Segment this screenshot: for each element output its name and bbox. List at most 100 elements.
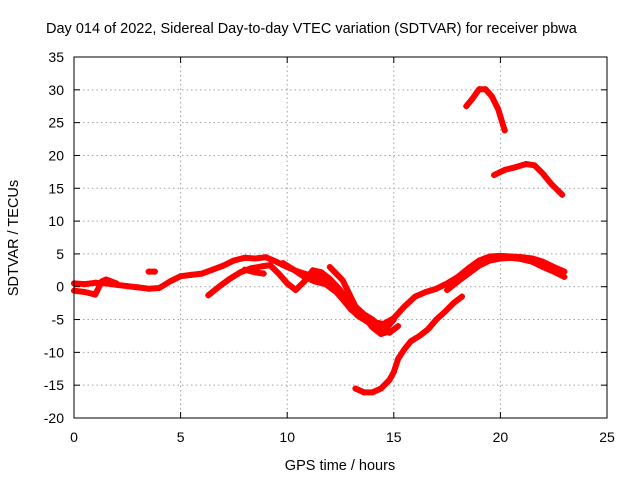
y-tick-label: 20 [48, 147, 64, 163]
data-point [508, 254, 515, 261]
data-point [488, 93, 495, 100]
data-series-9 [463, 86, 508, 134]
data-point [279, 260, 286, 267]
data-point [237, 269, 244, 276]
data-point [369, 324, 376, 331]
data-point [386, 328, 393, 335]
data-point [290, 266, 297, 273]
data-series-layer [71, 86, 568, 396]
data-point [275, 270, 282, 277]
y-tick-label: 10 [48, 213, 64, 229]
series-trace [71, 252, 568, 328]
data-point [386, 376, 393, 383]
data-point [476, 262, 483, 269]
data-point [416, 332, 423, 339]
data-point [501, 127, 508, 134]
y-tick-label: -10 [44, 344, 64, 360]
data-point [495, 106, 502, 113]
data-point [346, 290, 353, 297]
x-tick-label: 15 [386, 429, 402, 445]
data-point [444, 280, 451, 287]
data-point [145, 268, 152, 275]
y-tick-label: -15 [44, 377, 64, 393]
data-point [205, 292, 212, 299]
y-tick-label: 0 [56, 279, 64, 295]
data-point [215, 283, 222, 290]
data-point [92, 279, 99, 286]
data-point [540, 170, 547, 177]
data-point [260, 270, 267, 277]
y-tick-label: -20 [44, 410, 64, 426]
data-point [559, 191, 566, 198]
y-tick-label: 30 [48, 82, 64, 98]
data-series-11 [444, 254, 568, 294]
data-point [98, 278, 105, 285]
data-point [463, 103, 470, 110]
data-point [220, 262, 227, 269]
data-point [258, 263, 265, 270]
data-series-2 [71, 276, 120, 298]
data-point [491, 172, 498, 179]
x-tick-label: 10 [279, 429, 295, 445]
x-tick-label: 5 [177, 429, 185, 445]
data-point [395, 323, 402, 330]
y-tick-label: 35 [48, 49, 64, 65]
data-point [241, 266, 248, 273]
data-point [318, 269, 325, 276]
data-point [550, 268, 557, 275]
axis-tick-labels: 0 5 10 15 20 25 -20 -15 -10 -5 0 5 10 15 20 25 30 35 [44, 49, 615, 445]
data-point [252, 269, 259, 276]
data-series-7 [352, 293, 466, 396]
data-point [145, 285, 152, 292]
data-point [512, 164, 519, 171]
data-point [482, 86, 489, 93]
data-point [465, 270, 472, 277]
data-point [401, 303, 408, 310]
data-point [273, 258, 280, 265]
grid-lines [74, 57, 607, 418]
data-series-10 [491, 160, 566, 198]
data-point [459, 293, 466, 300]
data-series-1 [71, 252, 568, 328]
data-point [522, 160, 529, 167]
x-tick-label: 0 [70, 429, 78, 445]
data-point [518, 256, 525, 263]
data-point [378, 330, 385, 337]
data-point [301, 273, 308, 280]
data-point [267, 262, 274, 269]
data-point [531, 162, 538, 169]
data-point [284, 280, 291, 287]
data-point [433, 316, 440, 323]
x-tick-label: 20 [493, 429, 509, 445]
data-point [81, 288, 88, 295]
data-point [412, 293, 419, 300]
data-point [311, 278, 318, 285]
data-point [561, 273, 568, 280]
data-point [292, 287, 299, 294]
data-point [230, 257, 237, 264]
data-point [226, 275, 233, 282]
data-point [529, 258, 536, 265]
data-point [241, 254, 248, 261]
data-point [378, 385, 385, 392]
data-point [326, 264, 333, 271]
data-point [407, 338, 414, 345]
data-point [540, 264, 547, 271]
data-series-6 [326, 264, 393, 337]
data-point [422, 288, 429, 295]
data-point [497, 255, 504, 262]
data-point [134, 284, 141, 291]
y-tick-label: 25 [48, 115, 64, 131]
data-point [177, 273, 184, 280]
data-point [198, 270, 205, 277]
y-tick-label: 15 [48, 180, 64, 196]
chart-title: Day 014 of 2022, Sidereal Day-to-day VTE… [46, 21, 578, 37]
data-point [433, 285, 440, 292]
data-point [81, 281, 88, 288]
data-point [369, 389, 376, 396]
x-tick-label: 25 [599, 429, 615, 445]
data-point [548, 181, 555, 188]
data-series-5 [279, 260, 402, 336]
data-point [390, 369, 397, 376]
y-tick-label: -5 [52, 312, 65, 328]
